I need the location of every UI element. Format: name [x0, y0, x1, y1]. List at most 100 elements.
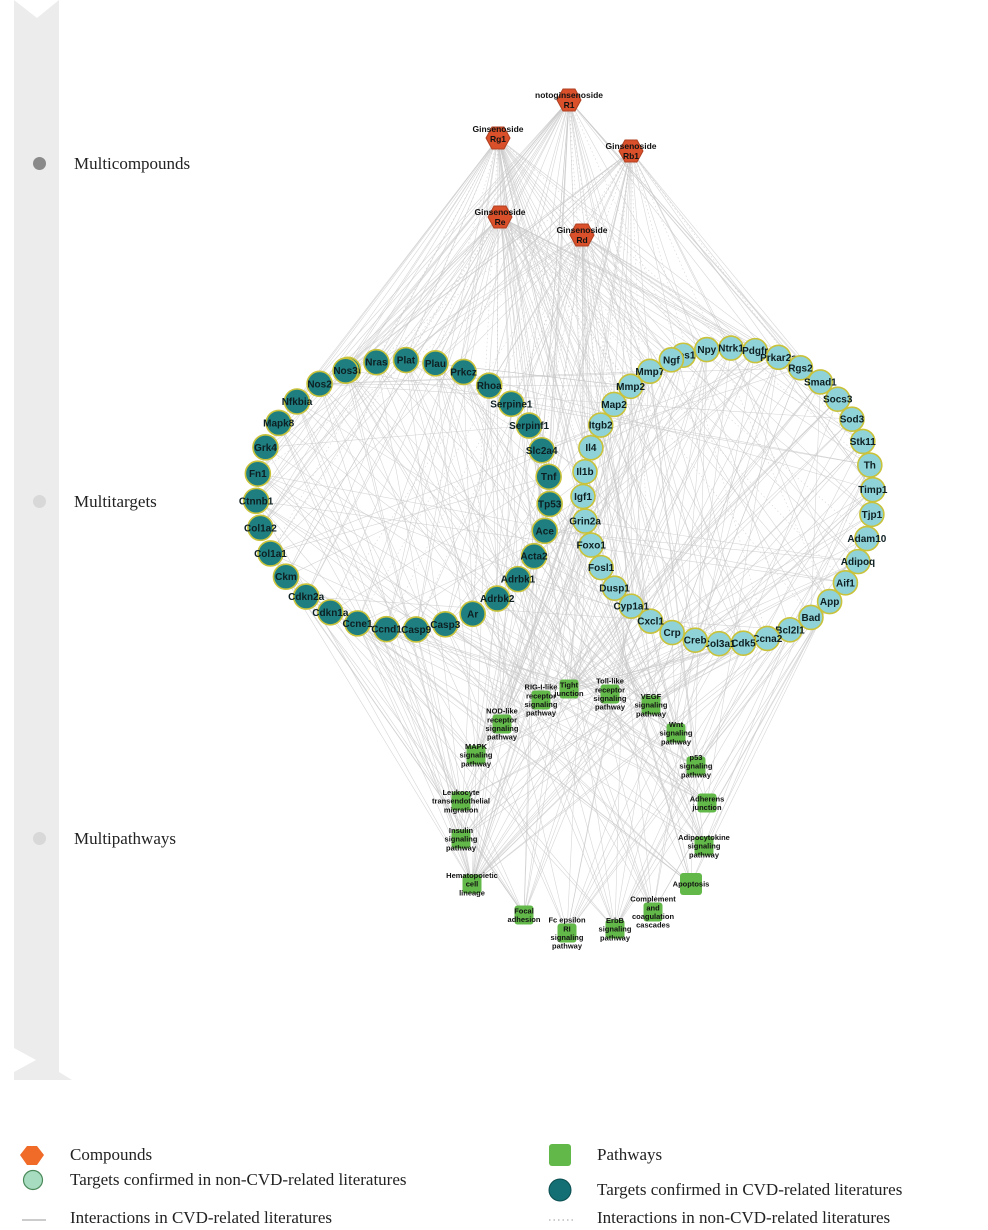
pathway-node-adipocytokine-signaling-pathway: Adipocytokine signaling pathway [678, 833, 730, 859]
compound-label: Ginsenoside Rg1 [472, 124, 523, 144]
pathway-node-insulin-signaling-pathway: Insulin signaling pathway [445, 826, 478, 852]
target-circle [535, 463, 562, 491]
target-node-grin2a: Grin2a [569, 508, 601, 534]
target-label: Map2 [601, 400, 627, 411]
target-circle [601, 391, 627, 418]
target-label: Fosl1 [588, 563, 615, 574]
target-label: Ccne1 [342, 619, 372, 630]
target-label: Crp [663, 628, 680, 639]
pathway-square [694, 836, 714, 856]
target-circle [859, 501, 885, 528]
target-circle [588, 554, 614, 581]
target-circle [587, 412, 614, 438]
target-node-ckm: Ckm [272, 563, 300, 590]
target-node-nfkbia: Nfkbia [282, 388, 313, 415]
target-node-plau: Plau [422, 350, 449, 377]
pathway-node-vegf-signaling-pathway: VEGF signaling pathway [635, 692, 668, 718]
target-node-tnf: Tnf [535, 463, 562, 491]
pathway-node-fc-epsilon-ri-signaling-pathway: Fc epsilon RI signaling pathway [548, 916, 586, 951]
target-circle [363, 348, 390, 376]
target-label: Th [864, 461, 876, 472]
compound-label: Ginsenoside Rb1 [605, 141, 656, 161]
compound-node-rd: Ginsenoside Rd [556, 223, 608, 247]
level-dot-pathways [33, 832, 46, 845]
target-label: Serpine1 [490, 399, 533, 410]
pathway-square [451, 829, 471, 849]
target-node-th: Th [857, 452, 883, 478]
target-label: Creb [684, 636, 707, 647]
target-circle [572, 508, 598, 534]
target-circle [475, 372, 503, 399]
compound-label: notoginsenoside R1 [535, 90, 603, 110]
target-circle [857, 452, 883, 478]
target-circle [617, 373, 644, 400]
target-label: Cxcl1 [637, 617, 664, 628]
target-circle [578, 434, 604, 461]
target-label: App [820, 597, 839, 608]
target-node-tp53: Tp53 [536, 490, 563, 518]
pathway-square [641, 695, 661, 715]
target-label: Mmp2 [616, 382, 645, 393]
target-circle [272, 563, 300, 590]
target-circle [798, 604, 824, 631]
target-label: Serpinf1 [509, 421, 549, 432]
pathway-square [531, 690, 551, 710]
target-label: Cdkn2a [288, 592, 325, 603]
target-circle [845, 548, 871, 575]
target-node-app: App [816, 588, 843, 615]
target-node-sod3: Sod3 [839, 406, 865, 433]
pathway-square [605, 919, 625, 939]
compound-hexagon-icon [556, 88, 582, 112]
target-node-nras: Nras [363, 348, 390, 376]
target-node-foxo1: Foxo1 [576, 532, 606, 558]
target-label: Igf1 [574, 492, 592, 503]
target-node-ccne1: Ccne1 [342, 610, 373, 637]
target-label: Fn1 [249, 469, 267, 480]
target-node-bad: Bad [798, 604, 824, 631]
target-node-socs3: Socs3 [823, 386, 853, 413]
target-node-adrbk1: Adrbk1 [501, 565, 536, 593]
target-node-creb: Creb [682, 627, 708, 653]
pathway-label: Fc epsilon RI signaling pathway [548, 916, 586, 951]
target-circle [637, 608, 664, 634]
pathway-label: VEGF signaling pathway [635, 692, 668, 718]
target-circle [392, 346, 420, 374]
pathway-label: Adipocytokine signaling pathway [678, 833, 730, 859]
target-label: Ccnd1 [371, 625, 402, 636]
target-node-prkcz: Prkcz [450, 358, 477, 386]
target-node-grk4: Grk4 [252, 434, 279, 461]
pathway-node-mapk-signaling-pathway: MAPK signaling pathway [460, 742, 493, 768]
pathway-label: Insulin signaling pathway [445, 826, 478, 852]
target-node-itgb2: Itgb2 [587, 412, 614, 438]
target-circle [257, 540, 284, 567]
pathway-square [492, 714, 512, 734]
target-circle [777, 617, 803, 643]
network-edges [255, 99, 874, 934]
pathway-square [600, 684, 620, 704]
target-node-nos2: Nos2 [306, 370, 333, 398]
target-node-acta2: Acta2 [520, 542, 548, 570]
compound-label: Ginsenoside Re [474, 207, 525, 227]
pathway-label: Leukocyte transendothelial migration [432, 788, 490, 814]
target-circle [520, 542, 548, 570]
target-circle [431, 610, 459, 638]
target-circle [306, 370, 333, 398]
pathway-label: Adherens junction [690, 794, 725, 812]
target-label: Slc2a4 [526, 446, 558, 457]
target-label: Nos2 [307, 379, 332, 390]
target-circle [292, 583, 320, 610]
target-circle [765, 344, 792, 371]
target-node-ccnd1: Ccnd1 [371, 615, 402, 643]
target-node-igf1: Igf1 [570, 483, 596, 510]
pathway-node-leukocyte-transendothelial-migration: Leukocyte transendothelial migration [432, 788, 490, 814]
level-label-compounds: Multicompounds [74, 154, 191, 173]
target-circle [531, 517, 559, 545]
target-node-adam10: Adam10 [847, 525, 887, 552]
target-node-adipoq: Adipoq [841, 548, 875, 575]
pathway-node-wnt-signaling-pathway: Wnt signaling pathway [660, 720, 693, 746]
target-circle [265, 409, 292, 437]
target-label: Ngf [663, 355, 680, 366]
pathway-label: Hematopoietic cell lineage [446, 871, 498, 897]
target-circle [344, 610, 371, 637]
pathway-node-complement-and-coagulation-cascades: Complement and coagulation cascades [630, 895, 676, 930]
